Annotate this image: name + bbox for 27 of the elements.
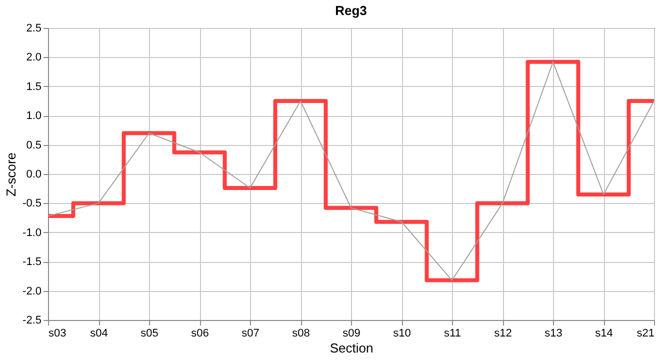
y-axis-title: Z-score (4, 152, 19, 197)
y-tick-label: -1.0 (22, 226, 42, 239)
y-tick-label: -0.5 (22, 198, 42, 210)
x-tick-label: s14 (595, 328, 613, 340)
x-tick-label: s11 (444, 328, 461, 340)
x-tick-label: s10 (393, 328, 411, 340)
y-tick-label: 1.5 (26, 80, 42, 93)
y-tick-label: 1.0 (26, 110, 42, 122)
x-tick-label: s08 (292, 328, 310, 340)
x-tick-label: s12 (494, 328, 512, 340)
y-tick-label: -1.5 (22, 256, 42, 268)
x-tick-label: s05 (140, 328, 158, 340)
y-tick-label: 2.5 (26, 22, 42, 34)
y-tick-label: 0.5 (26, 139, 42, 152)
x-tick-label: s13 (544, 328, 562, 340)
x-tick-label: s06 (191, 328, 209, 340)
x-tick-label: s09 (342, 328, 360, 340)
y-tick-label: -2.5 (22, 314, 42, 326)
x-tick-label: s21 (636, 328, 654, 340)
chart-title: Reg3 (335, 3, 367, 18)
x-axis-title: Section (330, 340, 374, 356)
y-tick-label: 0.0 (26, 168, 42, 180)
y-tick-label: -2.0 (22, 285, 42, 298)
x-tick-label: s03 (48, 328, 66, 340)
y-tick-label: 2.0 (26, 52, 42, 64)
x-tick-label: s04 (90, 328, 108, 340)
x-tick-label: s07 (242, 328, 260, 340)
